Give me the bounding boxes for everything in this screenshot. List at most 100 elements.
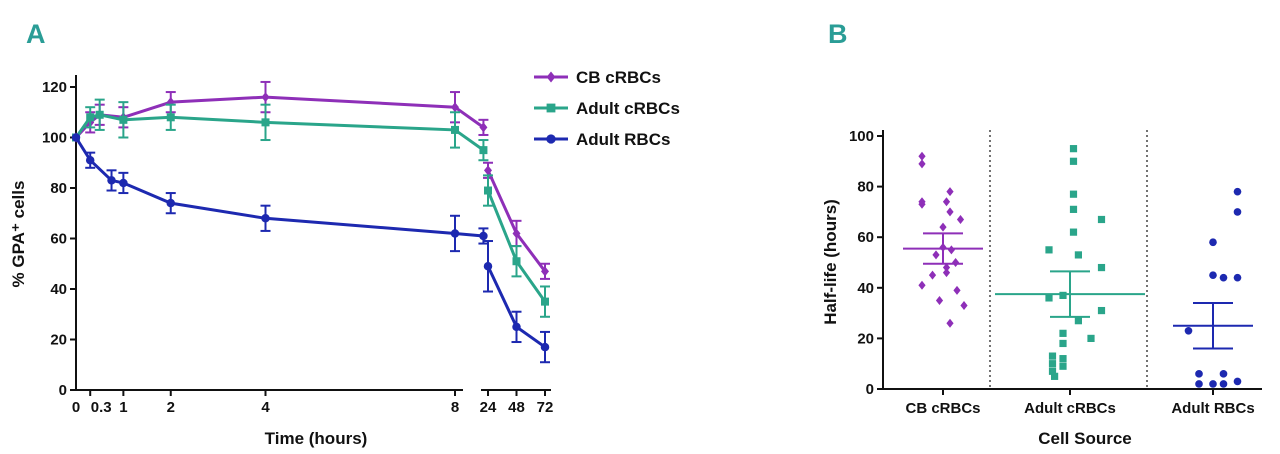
data-point xyxy=(939,222,947,232)
data-point xyxy=(261,118,270,127)
data-point xyxy=(479,122,488,133)
data-point xyxy=(918,280,926,290)
x-tick-label: 24 xyxy=(480,399,497,416)
data-point xyxy=(1087,334,1095,342)
group-cb-crbcs xyxy=(903,151,983,328)
data-point xyxy=(451,125,459,134)
chart-b-xlabel: Cell Source xyxy=(1038,429,1132,448)
data-point xyxy=(947,245,955,255)
data-point xyxy=(484,186,492,195)
y-tick-label: 0 xyxy=(59,382,67,399)
chart-a-ylabel: % GPA⁺ cells xyxy=(9,181,28,288)
series-adult-rbcs xyxy=(71,133,550,364)
series-line xyxy=(74,95,485,139)
x-tick-label: CB cRBCs xyxy=(905,400,980,417)
legend-label: Adult cRBCs xyxy=(576,99,680,118)
data-point xyxy=(935,295,944,305)
y-tick-label: 40 xyxy=(50,281,67,298)
x-tick-label: 0 xyxy=(72,399,80,416)
group-adult-rbcs xyxy=(1173,187,1253,388)
chart-a-legend: CB cRBCs Adult cRBCs Adult RBCs xyxy=(534,68,680,149)
y-tick-label: 20 xyxy=(857,330,874,347)
data-point xyxy=(119,178,128,188)
data-point xyxy=(1209,380,1217,388)
y-tick-label: 100 xyxy=(42,130,67,147)
x-tick-label: 48 xyxy=(508,399,525,416)
data-point xyxy=(1069,190,1078,198)
data-point xyxy=(1097,263,1106,272)
data-point xyxy=(166,113,175,122)
data-point xyxy=(1069,228,1078,236)
data-point xyxy=(918,159,926,169)
legend-label: CB cRBCs xyxy=(576,68,661,87)
data-point xyxy=(85,155,95,165)
y-tick-label: 60 xyxy=(50,231,67,248)
data-point xyxy=(540,342,550,352)
legend-marker xyxy=(546,71,556,83)
data-point xyxy=(1097,306,1106,315)
data-point xyxy=(1069,145,1078,153)
data-point xyxy=(1233,377,1242,386)
data-point xyxy=(1219,380,1228,388)
data-point xyxy=(953,285,961,295)
y-tick-label: 100 xyxy=(849,128,874,145)
data-point xyxy=(1069,205,1078,213)
chart-b-axes: 0 20 40 60 80 100 CB cRBCs Adult cRBCs Adult RBC… xyxy=(849,128,1262,417)
data-point xyxy=(1059,291,1067,299)
data-point xyxy=(1048,352,1057,360)
data-point xyxy=(1059,329,1067,337)
x-tick-label: 4 xyxy=(261,399,270,416)
panel-label-b: B xyxy=(828,19,848,49)
data-point xyxy=(1048,367,1057,375)
data-point xyxy=(946,187,954,197)
chart-a-xlabel: Time (hours) xyxy=(265,429,368,448)
legend-marker xyxy=(546,103,556,113)
chart-b-points xyxy=(903,145,1253,388)
data-point xyxy=(1209,238,1217,247)
data-point xyxy=(946,207,954,217)
x-tick-label: 72 xyxy=(537,399,554,416)
data-point xyxy=(1074,251,1082,259)
data-point xyxy=(95,110,104,119)
data-point xyxy=(1051,372,1059,380)
data-point xyxy=(1195,380,1203,388)
data-point xyxy=(450,229,460,238)
data-point xyxy=(1219,369,1228,378)
data-point xyxy=(451,102,459,113)
data-point xyxy=(1097,215,1106,224)
data-point xyxy=(928,270,937,280)
data-point xyxy=(918,151,926,161)
data-point xyxy=(956,214,965,224)
data-point xyxy=(1074,317,1082,325)
series-adult-crbcs xyxy=(72,98,550,318)
data-point xyxy=(1195,369,1203,378)
data-point xyxy=(942,197,951,207)
data-point xyxy=(1045,246,1053,254)
x-tick-label: 8 xyxy=(451,399,459,416)
data-point xyxy=(1069,157,1078,165)
y-tick-label: 120 xyxy=(42,79,67,96)
y-tick-label: 80 xyxy=(857,179,874,196)
x-tick-label: 0.3 xyxy=(91,399,112,416)
data-point xyxy=(86,113,95,122)
data-point xyxy=(512,257,521,266)
data-point xyxy=(261,92,270,103)
x-tick-label: Adult cRBCs xyxy=(1024,400,1116,417)
series-line xyxy=(74,113,485,152)
data-point xyxy=(261,214,270,223)
series-line xyxy=(74,136,484,238)
data-point xyxy=(541,297,549,306)
y-tick-label: 80 xyxy=(50,180,67,197)
x-tick-label: Adult RBCs xyxy=(1171,400,1254,417)
data-point xyxy=(1184,326,1193,335)
data-point xyxy=(1233,187,1242,196)
data-point xyxy=(942,268,951,278)
data-point xyxy=(479,231,488,241)
group-adult-crbcs xyxy=(995,145,1145,380)
data-point xyxy=(1233,273,1242,282)
x-tick-label: 2 xyxy=(167,399,175,416)
data-point xyxy=(71,133,81,142)
data-point xyxy=(119,115,128,124)
data-point xyxy=(541,266,549,277)
